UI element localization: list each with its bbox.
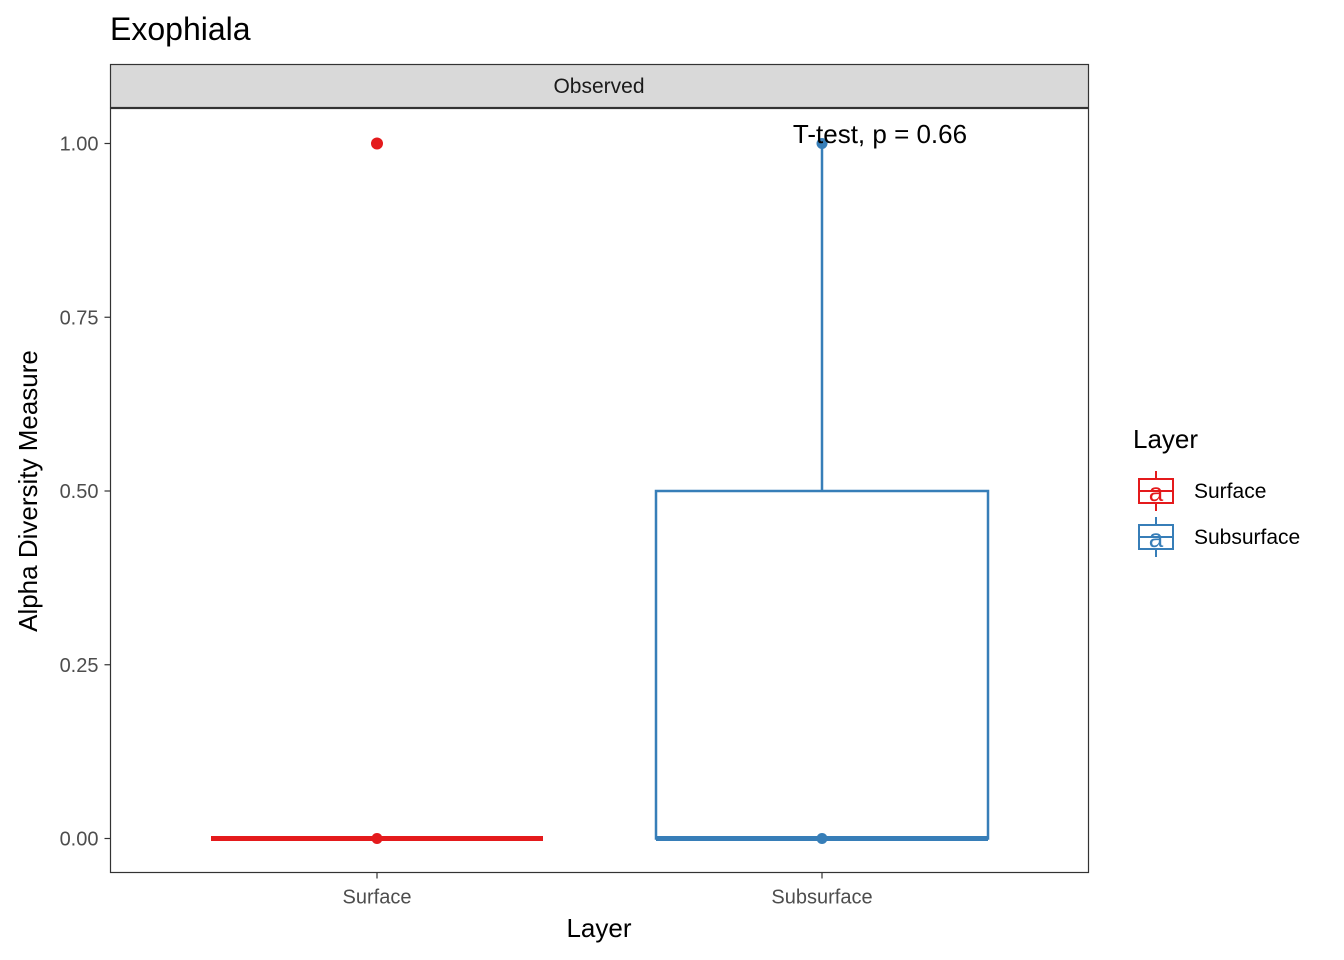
chart-title: Exophiala (110, 11, 251, 47)
data-point (816, 138, 828, 149)
x-tick-label: Subsurface (771, 887, 872, 909)
legend-title: Layer (1133, 424, 1198, 454)
y-axis-title: Alpha Diversity Measure (13, 350, 43, 632)
data-point (371, 138, 383, 149)
data-point (816, 833, 828, 844)
box-layer (211, 137, 990, 844)
box-body (654, 489, 990, 840)
data-point (371, 833, 383, 844)
y-tick-label: 0.50 (60, 481, 99, 503)
x-tick-label: Surface (343, 887, 412, 909)
x-axis-title: Layer (566, 913, 631, 943)
facet-strip (109, 63, 1090, 109)
t-test-annotation: T-test, p = 0.66 (793, 119, 967, 149)
legend-key-glyph: a (1149, 523, 1164, 553)
y-tick-label: 0.25 (60, 655, 99, 677)
box-subsurface (654, 138, 990, 844)
legend-entry-surface: a Surface (1138, 471, 1266, 511)
legend-key-glyph: a (1149, 477, 1164, 507)
box-surface (211, 137, 543, 844)
x-axis: Surface Subsurface (343, 872, 873, 909)
y-tick-label: 0.00 (60, 829, 99, 851)
y-axis: 0.00 0.25 0.50 0.75 1.00 (60, 134, 111, 851)
facet-label: Observed (553, 75, 644, 98)
y-tick-label: 0.75 (60, 307, 99, 329)
legend: Layer a Surface a Subsurface (1133, 424, 1300, 557)
legend-label: Subsurface (1194, 526, 1300, 549)
y-tick-label: 1.00 (60, 134, 99, 156)
legend-label: Surface (1194, 480, 1266, 503)
legend-entry-subsurface: a Subsurface (1138, 517, 1300, 557)
